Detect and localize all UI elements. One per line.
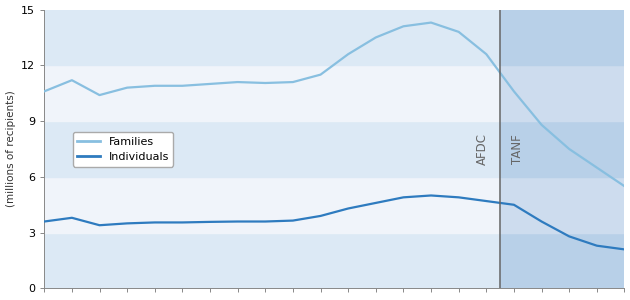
- Bar: [44, 121, 500, 177]
- Bar: [44, 177, 500, 233]
- Bar: [44, 10, 500, 65]
- Legend: Families, Individuals: Families, Individuals: [73, 132, 173, 167]
- Bar: [500, 121, 624, 177]
- Text: TANF: TANF: [511, 134, 524, 164]
- Bar: [44, 233, 500, 288]
- Bar: [500, 65, 624, 121]
- Text: AFDC: AFDC: [476, 133, 489, 165]
- Y-axis label: (millions of recipients): (millions of recipients): [6, 91, 16, 207]
- Bar: [44, 65, 500, 121]
- Bar: [500, 177, 624, 233]
- Bar: [500, 10, 624, 65]
- Bar: [500, 233, 624, 288]
